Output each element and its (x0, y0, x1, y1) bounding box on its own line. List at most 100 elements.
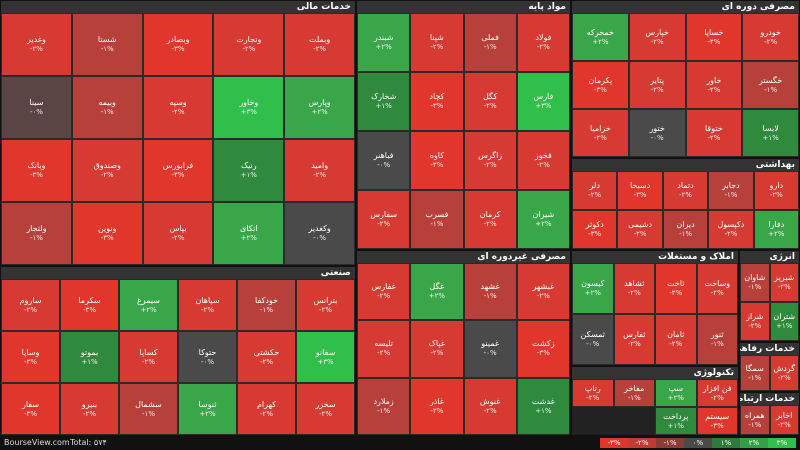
stock-tile[interactable]: فخوز -۲% (516, 131, 570, 190)
stock-tile[interactable]: وبصادر -۳% (142, 13, 214, 76)
stock-tile[interactable]: ختور -۰% (628, 109, 686, 157)
stock-tile[interactable]: ثنوسا +۲% (178, 383, 237, 435)
stock-tile[interactable]: شراز -۲% (740, 302, 770, 341)
stock-tile[interactable]: ونوین -۳% (71, 202, 143, 265)
stock-tile[interactable]: دسبحا -۳% (617, 171, 663, 210)
stock-tile[interactable]: کساپا -۲% (119, 331, 178, 383)
stock-tile[interactable]: ساروم -۲% (1, 279, 60, 331)
stock-tile[interactable]: سفانو +۳% (296, 331, 355, 383)
stock-tile[interactable]: غنوش -۲% (463, 377, 517, 435)
stock-tile[interactable]: غگل +۲% (410, 263, 464, 321)
stock-tile[interactable]: زکشت -۳% (516, 320, 570, 378)
stock-tile[interactable]: کگل -۲% (463, 72, 517, 131)
stock-tile[interactable]: وساپا -۳% (1, 331, 60, 383)
stock-tile[interactable]: فولاد -۲% (516, 13, 570, 72)
stock-tile[interactable]: اتکای +۲% (213, 202, 285, 265)
stock-tile[interactable]: بنیرو -۲% (60, 383, 119, 435)
stock-tile[interactable]: شاوان -۱% (740, 263, 770, 302)
stock-tile[interactable]: حتوکا -۰% (178, 331, 237, 383)
stock-tile[interactable]: سینا -۰% (1, 76, 72, 139)
stock-tile[interactable]: سفارس -۲% (357, 190, 411, 249)
stock-tile[interactable]: وبانک -۳% (1, 139, 72, 202)
stock-tile[interactable]: دارو -۲% (753, 171, 799, 210)
stock-tile[interactable]: دکپسول -۲% (708, 210, 754, 249)
stock-tile[interactable]: شتران +۱% (769, 302, 799, 341)
stock-tile[interactable]: خمحرکه +۲% (572, 13, 629, 61)
stock-tile[interactable]: خساپا -۳% (685, 13, 743, 61)
stock-tile[interactable]: وساخت -۲% (696, 263, 738, 314)
stock-tile[interactable]: دفارا +۲% (753, 210, 799, 249)
stock-tile[interactable]: شبریز -۲% (769, 263, 799, 302)
stock-tile[interactable]: غفارس -۲% (357, 263, 411, 321)
stock-tile[interactable]: حکشتی -۲% (237, 331, 296, 383)
stock-tile[interactable]: رتاپ -۲% (572, 379, 614, 407)
stock-tile[interactable]: ختوقا -۲% (685, 109, 743, 157)
stock-tile[interactable]: فارس +۳% (516, 72, 570, 131)
stock-tile[interactable]: فباهنر -۰% (357, 131, 411, 190)
stock-tile[interactable]: بموتو +۱% (60, 331, 119, 383)
stock-tile[interactable]: وسپه -۲% (142, 76, 214, 139)
stock-tile[interactable]: ولتجار -۱% (1, 202, 72, 265)
stock-tile[interactable]: وبیمه -۱% (71, 76, 143, 139)
stock-tile[interactable]: سپ +۲% (655, 379, 697, 407)
stock-tile[interactable]: خودرو -۲% (742, 13, 799, 61)
stock-tile[interactable]: دشیمی -۲% (617, 210, 663, 249)
stock-tile[interactable]: کاوه -۳% (410, 131, 464, 190)
stock-tile[interactable]: دلر -۲% (572, 171, 618, 210)
stock-tile[interactable]: غپاک -۲% (410, 320, 464, 378)
stock-tile[interactable]: بپاس -۲% (142, 202, 214, 265)
stock-tile[interactable]: وخاور +۳% (213, 76, 285, 139)
stock-tile[interactable]: دجابر -۱% (708, 171, 754, 210)
stock-tile[interactable]: شپنا -۲% (410, 13, 464, 72)
stock-tile[interactable]: فرابورس -۳% (142, 139, 214, 202)
stock-tile[interactable]: سشمال -۱% (119, 383, 178, 435)
stock-tile[interactable]: غدشت +۱% (516, 377, 570, 435)
stock-tile[interactable]: دکوثر -۳% (572, 210, 618, 249)
stock-tile[interactable]: زملارد -۱% (357, 377, 411, 435)
stock-tile[interactable]: سمگا -۱% (740, 355, 770, 391)
stock-tile[interactable]: پکرمان -۳% (572, 61, 629, 109)
stock-tile[interactable]: کهرام -۲% (237, 383, 296, 435)
stock-tile[interactable]: رنیک +۱% (213, 139, 285, 202)
stock-tile[interactable]: وکغدیر -۰% (284, 202, 355, 265)
stock-tile[interactable]: همراه -۱% (740, 405, 770, 435)
stock-tile[interactable]: دتماد -۲% (662, 171, 709, 210)
stock-tile[interactable]: سپاهان -۲% (178, 279, 237, 331)
stock-tile[interactable]: ثامان -۲% (655, 314, 697, 365)
stock-tile[interactable]: غاذر -۳% (410, 377, 464, 435)
stock-tile[interactable]: خپارس -۲% (628, 13, 686, 61)
stock-tile[interactable]: غبشهر -۲% (516, 263, 570, 321)
stock-tile[interactable]: مفاخر -۱% (613, 379, 655, 407)
stock-tile[interactable]: سکرما -۳% (60, 279, 119, 331)
stock-tile[interactable]: ثنور -۱% (696, 314, 738, 365)
stock-tile[interactable]: ثشاهد -۲% (613, 263, 655, 314)
stock-tile[interactable]: خزامیا -۲% (572, 109, 629, 157)
stock-tile[interactable]: ثمسکن -۰% (572, 314, 614, 365)
stock-tile[interactable]: غمینو -۰% (463, 320, 517, 378)
stock-tile[interactable]: وپارس +۲% (284, 76, 355, 139)
stock-tile[interactable]: وتجارت -۲% (213, 13, 285, 76)
stock-tile[interactable]: غشهد -۱% (463, 263, 517, 321)
stock-tile[interactable]: سفار -۳% (1, 383, 60, 435)
stock-tile[interactable]: گردش -۲% (769, 355, 799, 391)
stock-tile[interactable]: دیران -۱% (662, 210, 709, 249)
stock-tile[interactable]: پرداخت +۱% (655, 407, 697, 435)
stock-tile[interactable]: شستا -۱% (71, 13, 143, 76)
stock-tile[interactable]: سیمرغ +۲% (119, 279, 178, 331)
stock-tile[interactable]: سخزر -۲% (296, 383, 355, 435)
stock-tile[interactable]: سیستم -۳% (696, 407, 738, 435)
stock-tile[interactable]: ثفارس -۲% (613, 314, 655, 365)
stock-tile[interactable]: خودکفا -۱% (237, 279, 296, 331)
stock-tile[interactable]: خاور -۲% (685, 61, 743, 109)
stock-tile[interactable]: فملی -۱% (463, 13, 517, 72)
stock-tile[interactable]: فن افزار -۲% (696, 379, 738, 407)
stock-tile[interactable]: اخابر -۲% (769, 405, 799, 435)
stock-tile[interactable]: لابسا +۱% (742, 109, 799, 157)
stock-tile[interactable]: شیران +۲% (516, 190, 570, 249)
stock-tile[interactable]: فسرب -۱% (410, 190, 464, 249)
stock-tile[interactable]: بترانس -۲% (296, 279, 355, 331)
stock-tile[interactable]: شخارک +۱% (357, 72, 411, 131)
stock-tile[interactable]: کچاد -۳% (410, 72, 464, 131)
stock-tile[interactable]: خگستر -۱% (742, 61, 799, 109)
stock-tile[interactable]: زاگرس -۲% (463, 131, 517, 190)
